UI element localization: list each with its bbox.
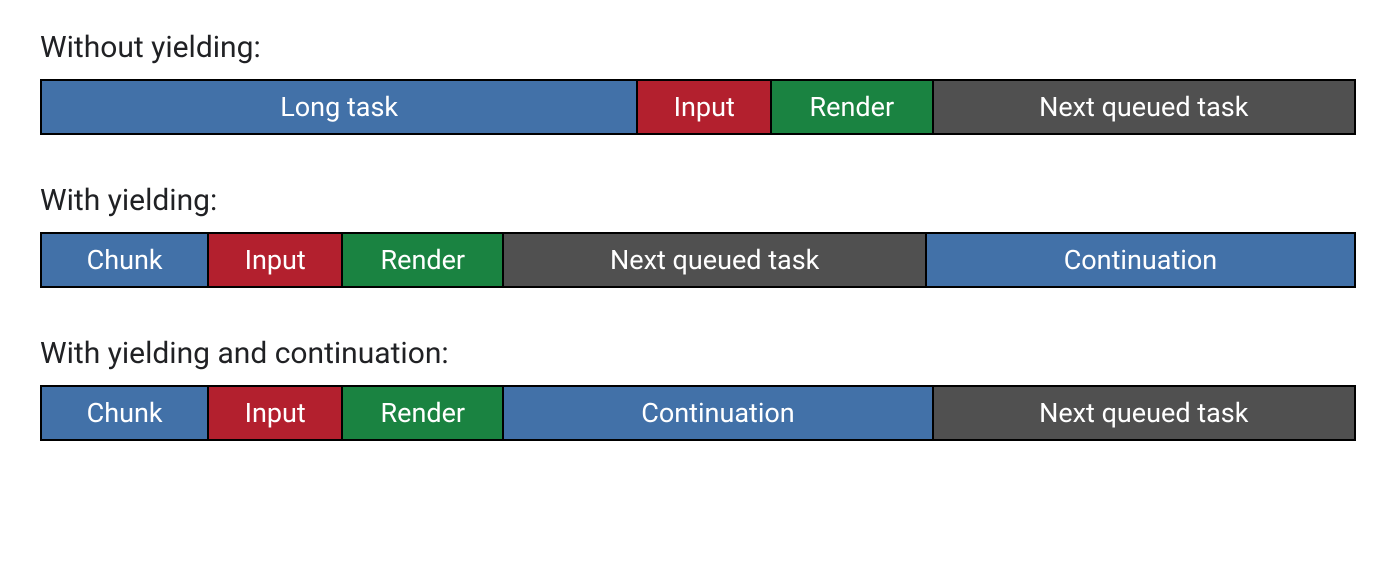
segment-chunk: Chunk bbox=[42, 387, 207, 439]
segment-continuation: Continuation bbox=[502, 387, 931, 439]
row-title: With yielding and continuation: bbox=[40, 336, 1356, 371]
timeline-with-yielding-and-continuation: Chunk Input Render Continuation Next que… bbox=[40, 385, 1356, 441]
row-with-yielding: With yielding: Chunk Input Render Next q… bbox=[40, 183, 1356, 288]
segment-next-queued-task: Next queued task bbox=[932, 387, 1354, 439]
timeline-without-yielding: Long task Input Render Next queued task bbox=[40, 79, 1356, 135]
segment-render: Render bbox=[770, 81, 931, 133]
row-title: Without yielding: bbox=[40, 30, 1356, 65]
segment-input: Input bbox=[636, 81, 770, 133]
segment-input: Input bbox=[207, 234, 341, 286]
row-without-yielding: Without yielding: Long task Input Render… bbox=[40, 30, 1356, 135]
segment-render: Render bbox=[341, 387, 502, 439]
timeline-with-yielding: Chunk Input Render Next queued task Cont… bbox=[40, 232, 1356, 288]
segment-chunk: Chunk bbox=[42, 234, 207, 286]
segment-input: Input bbox=[207, 387, 341, 439]
row-title: With yielding: bbox=[40, 183, 1356, 218]
segment-render: Render bbox=[341, 234, 502, 286]
row-with-yielding-and-continuation: With yielding and continuation: Chunk In… bbox=[40, 336, 1356, 441]
segment-next-queued-task: Next queued task bbox=[502, 234, 924, 286]
segment-long-task: Long task bbox=[42, 81, 636, 133]
segment-next-queued-task: Next queued task bbox=[932, 81, 1354, 133]
segment-continuation: Continuation bbox=[925, 234, 1354, 286]
